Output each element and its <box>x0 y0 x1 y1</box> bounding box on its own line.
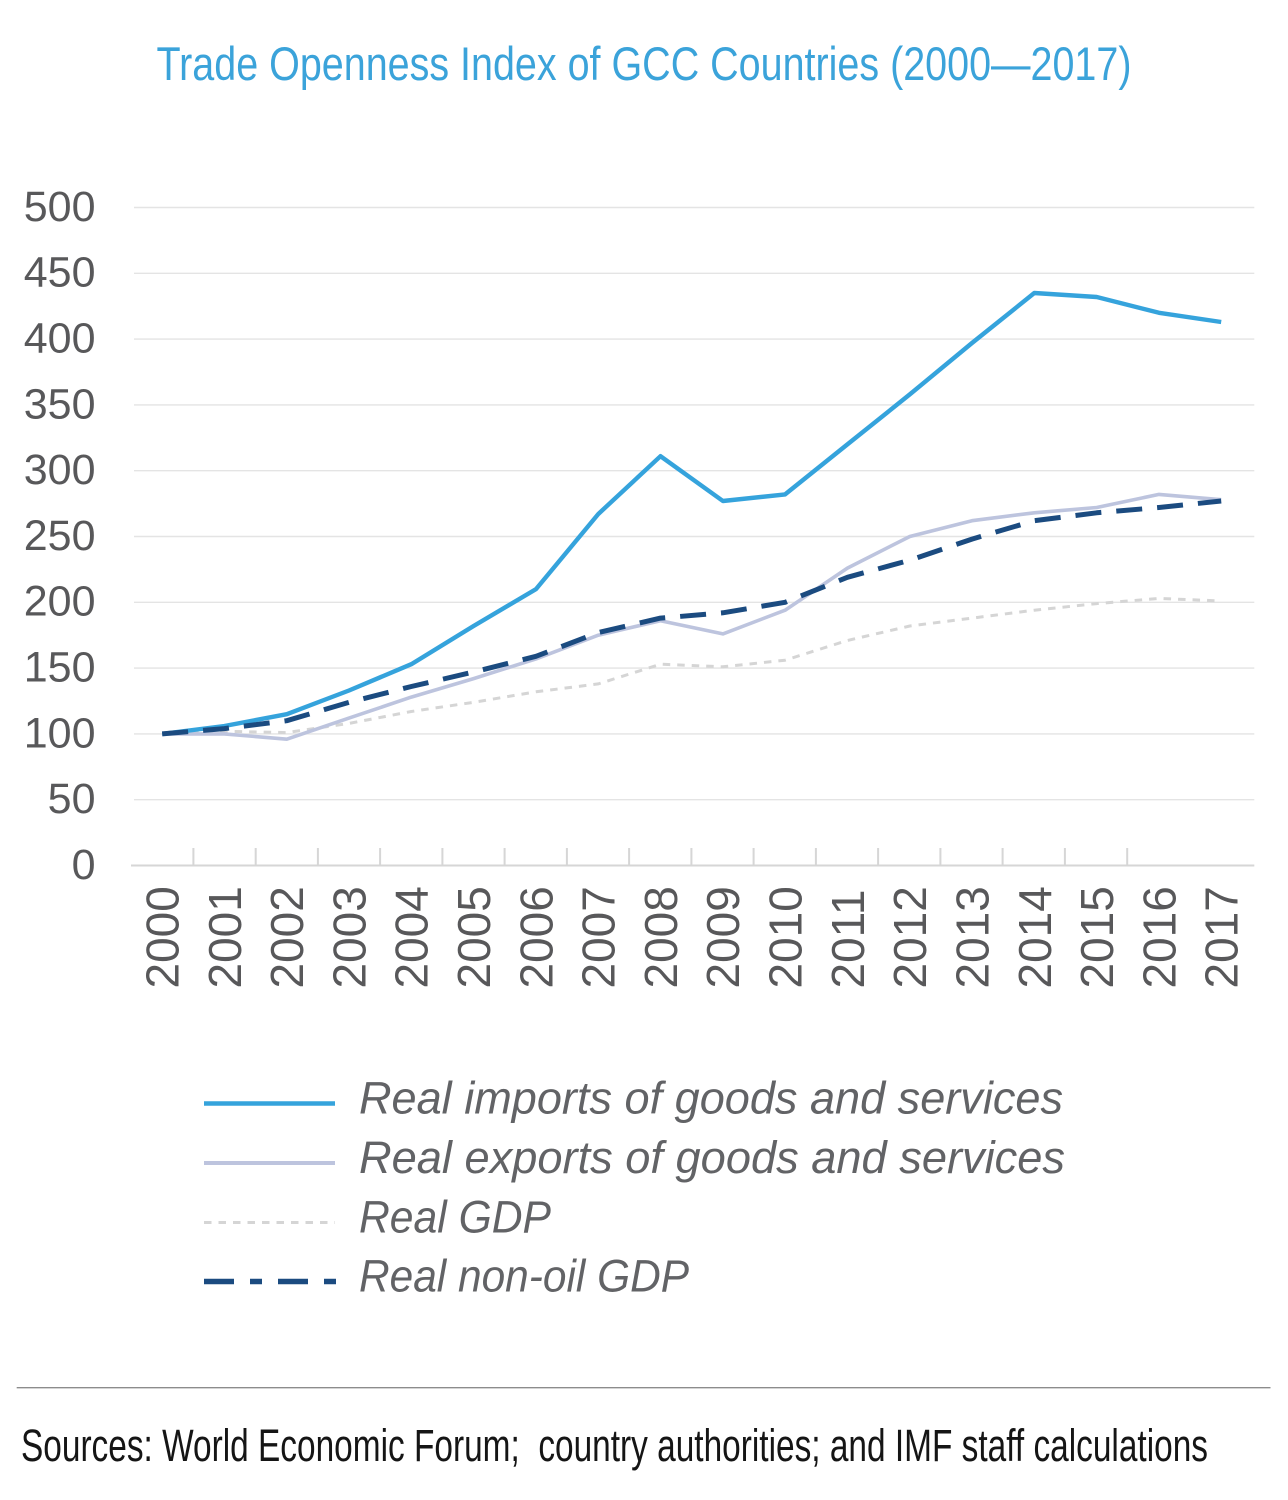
svg-text:350: 350 <box>24 380 96 428</box>
svg-text:Real exports of goods and serv: Real exports of goods and services <box>359 1132 1065 1183</box>
svg-text:2009: 2009 <box>697 886 749 988</box>
svg-text:2013: 2013 <box>946 886 998 988</box>
svg-text:2015: 2015 <box>1071 886 1123 988</box>
svg-text:Real imports of goods and serv: Real imports of goods and services <box>359 1073 1063 1124</box>
svg-text:2007: 2007 <box>573 886 625 988</box>
svg-text:2004: 2004 <box>386 886 438 988</box>
svg-text:2008: 2008 <box>635 886 687 988</box>
svg-text:500: 500 <box>24 183 96 231</box>
svg-text:2014: 2014 <box>1009 886 1061 988</box>
svg-text:Sources: World Economic Forum;: Sources: World Economic Forum; country a… <box>21 1420 1208 1471</box>
svg-text:2011: 2011 <box>822 890 874 989</box>
svg-text:2017: 2017 <box>1196 886 1248 988</box>
svg-text:400: 400 <box>24 315 96 363</box>
svg-text:2000: 2000 <box>137 886 189 988</box>
svg-text:300: 300 <box>24 446 96 494</box>
svg-text:Real GDP: Real GDP <box>359 1192 551 1243</box>
svg-text:2003: 2003 <box>323 886 375 988</box>
svg-text:2010: 2010 <box>760 886 812 988</box>
svg-text:2016: 2016 <box>1133 886 1185 988</box>
svg-text:2001: 2001 <box>199 886 251 988</box>
svg-text:2005: 2005 <box>448 886 500 988</box>
svg-text:2012: 2012 <box>884 886 936 988</box>
svg-text:2006: 2006 <box>510 886 562 988</box>
svg-text:Trade Openness Index of GCC Co: Trade Openness Index of GCC Countries (2… <box>157 37 1132 90</box>
svg-text:Real non-oil GDP: Real non-oil GDP <box>359 1251 689 1302</box>
svg-text:2002: 2002 <box>261 886 313 988</box>
svg-text:100: 100 <box>24 709 96 757</box>
svg-text:0: 0 <box>72 841 96 889</box>
svg-text:250: 250 <box>24 512 96 560</box>
svg-text:200: 200 <box>24 578 96 626</box>
svg-text:50: 50 <box>48 775 96 823</box>
svg-text:450: 450 <box>24 249 96 297</box>
svg-text:150: 150 <box>24 644 96 692</box>
